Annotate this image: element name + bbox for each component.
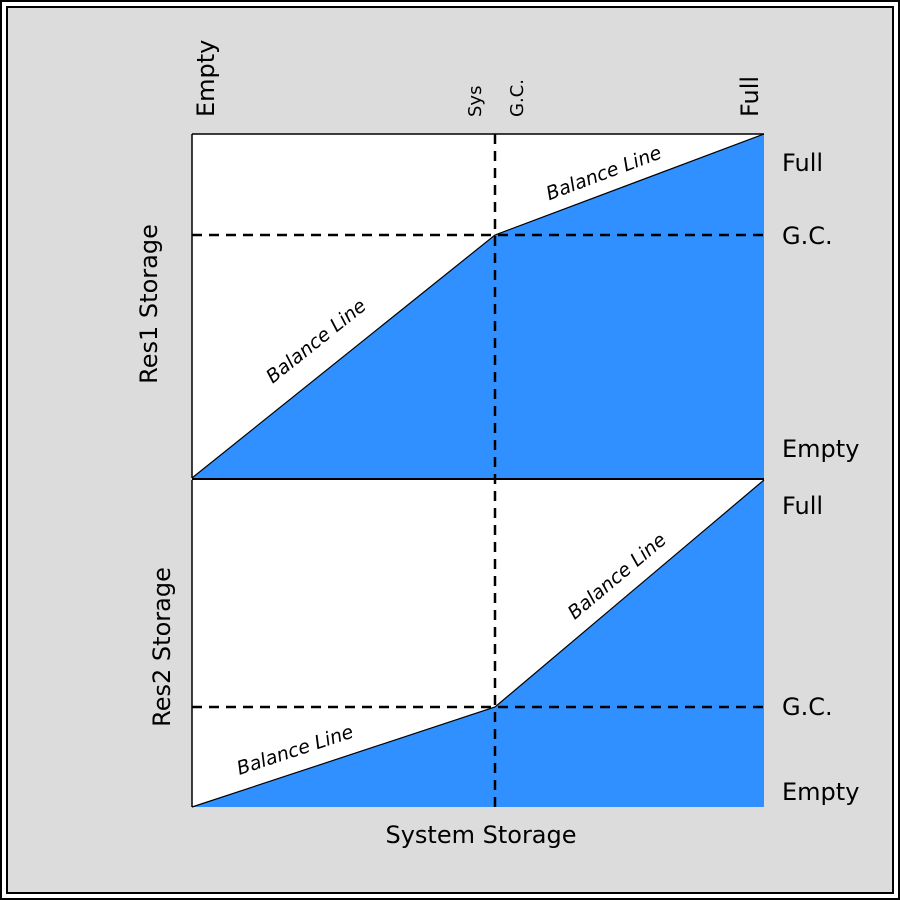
- lower-right-label-empty: Empty: [782, 778, 859, 806]
- lower-right-label-full: Full: [782, 492, 823, 520]
- res1-storage-axis-label: Res1 Storage: [135, 224, 163, 384]
- upper-balance-line: [191, 133, 765, 479]
- top-label-sys: Sys: [465, 86, 486, 117]
- upper-right-label-full: Full: [782, 149, 823, 177]
- top-label-full: Full: [736, 76, 764, 117]
- system-storage-axis-label: System Storage: [385, 821, 576, 849]
- lower-panel-fill-region: [192, 480, 764, 807]
- top-label-empty: Empty: [192, 40, 220, 117]
- lower-right-label-gc: G.C.: [782, 693, 833, 721]
- upper-panel-fill-region: [192, 134, 764, 478]
- upper-right-label-gc: G.C.: [782, 222, 833, 250]
- lower-balance-line: [191, 479, 765, 808]
- res2-storage-axis-label: Res2 Storage: [148, 567, 176, 727]
- top-label-gc: G.C.: [507, 79, 528, 117]
- upper-right-label-empty: Empty: [782, 435, 859, 463]
